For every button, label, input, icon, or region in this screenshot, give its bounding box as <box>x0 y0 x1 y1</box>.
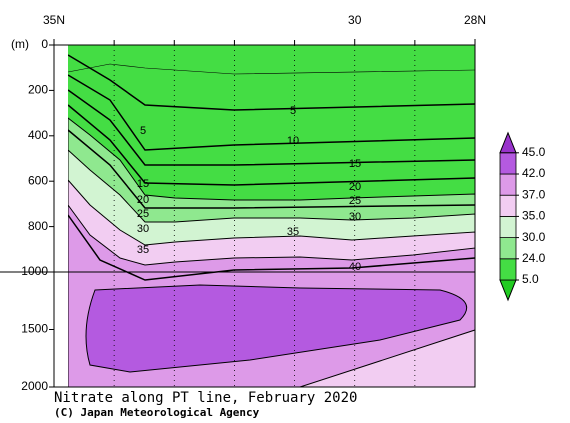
y-tick-label: 800 <box>28 219 48 233</box>
contour-label: 30 <box>349 211 361 223</box>
credit: (C) Japan Meteorological Agency <box>54 406 260 419</box>
colorbar-box <box>499 215 517 238</box>
contour-label: 35 <box>137 244 149 256</box>
contour-line <box>67 74 476 151</box>
colorbar-label: 45.0 <box>522 145 546 159</box>
contour-label: 15 <box>349 158 361 170</box>
contour-line <box>67 89 476 166</box>
left-strip <box>54 45 68 387</box>
contour-label: 10 <box>287 135 299 147</box>
colorbar-low <box>499 279 517 302</box>
contour-line <box>67 129 476 209</box>
y-tick-label: 1000 <box>21 264 48 278</box>
chart-title: Nitrate along PT line, February 2020 <box>54 390 357 406</box>
contour-line <box>67 63 476 75</box>
contour-label: 35 <box>287 226 299 238</box>
colorbar-label: 42.0 <box>522 166 546 180</box>
colorbar-box <box>499 173 517 196</box>
contour-band <box>85 284 468 373</box>
y-tick-label: 2000 <box>21 379 48 393</box>
colorbar-box <box>499 258 517 281</box>
y-tick-label: 400 <box>28 128 48 142</box>
y-tick-label: 600 <box>28 173 48 187</box>
contour-label: 40 <box>349 261 361 273</box>
colorbar-label: 5.0 <box>522 272 539 286</box>
colorbar-label: 30.0 <box>522 230 546 244</box>
x-tick-label: 30 <box>348 13 362 27</box>
x-tick-label: 35N <box>43 13 65 27</box>
colorbar-box <box>499 237 517 260</box>
colorbar-box <box>499 194 517 217</box>
y-axis-label: (m) <box>11 37 29 51</box>
y-tick-label: 1500 <box>21 322 48 336</box>
colorbar-label: 35.0 <box>522 209 546 223</box>
colorbar-label: 24.0 <box>522 251 546 265</box>
y-tick-label: 0 <box>41 37 48 51</box>
contour-label: 15 <box>137 178 149 190</box>
colorbar-high <box>499 131 517 154</box>
contour-label: 30 <box>137 223 149 235</box>
contour-label: 20 <box>137 194 149 206</box>
colorbar-label: 37.0 <box>522 187 546 201</box>
x-tick-label: 28N <box>464 13 486 27</box>
contour-line <box>67 104 476 186</box>
contour-label: 20 <box>349 181 361 193</box>
y-tick-label: 200 <box>28 83 48 97</box>
colorbar-box <box>499 152 517 175</box>
contour-label: 25 <box>137 208 149 220</box>
contour-line <box>67 54 476 111</box>
contour-line <box>67 214 476 281</box>
contour-label: 5 <box>290 105 296 117</box>
contour-label: 5 <box>140 125 146 137</box>
